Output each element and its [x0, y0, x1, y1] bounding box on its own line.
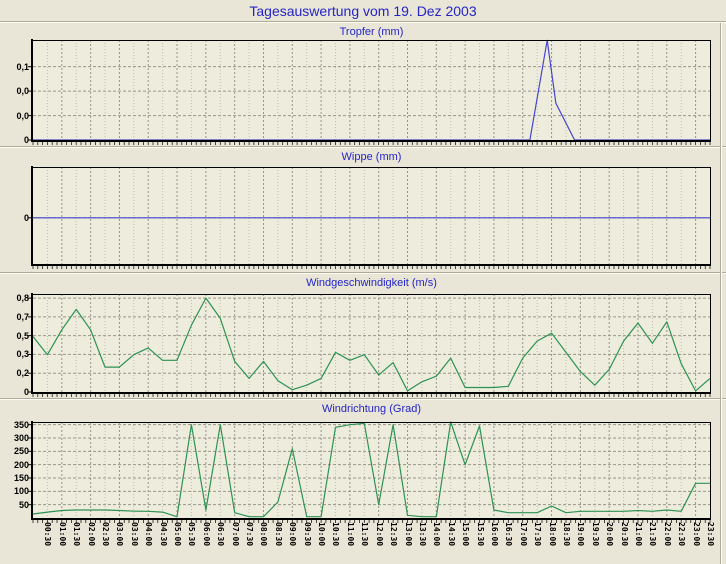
x-axis-label: 05:30 [187, 522, 197, 547]
chart-title-windrichtung: Windrichtung (Grad) [321, 403, 422, 415]
x-axis-ticks [32, 520, 711, 523]
header-divider [0, 21, 726, 23]
x-axis-label: 20:00 [605, 522, 615, 547]
x-axis-label: 20:30 [619, 522, 629, 547]
x-axis-label: 16:30 [504, 522, 514, 547]
section-divider-2 [0, 272, 726, 274]
x-axis-label: 09:00 [288, 522, 298, 547]
x-axis-label: 11:30 [360, 522, 370, 547]
x-axis-label: 04:00 [144, 522, 154, 547]
x-axis-ticks [32, 394, 711, 397]
chart-plot-windgeschwindigkeit [28, 293, 711, 397]
y-axis-label-windgeschwindigkeit: 0,5 [16, 330, 29, 341]
x-axis-label: 07:00 [230, 522, 240, 547]
series-line-windgeschwindigkeit [32, 297, 711, 392]
x-axis-label: 19:30 [590, 522, 600, 547]
x-axis-label: 12:30 [389, 522, 399, 547]
plot-background [33, 294, 710, 392]
y-axis-label-windrichtung: 200 [13, 459, 29, 470]
x-axis-label: 03:30 [129, 522, 139, 547]
x-axis-label: 12:00 [374, 522, 384, 547]
x-axis-label: 23:30 [706, 522, 715, 547]
right-edge-divider [720, 23, 722, 564]
y-axis-label-windgeschwindigkeit: 0,2 [16, 368, 29, 379]
x-axis-label: 14:00 [432, 522, 442, 547]
x-axis-label: 13:30 [417, 522, 427, 547]
x-axis-label: 00:30 [43, 522, 53, 547]
x-axis-label: 18:30 [561, 522, 571, 547]
x-axis-label: 14:30 [446, 522, 456, 547]
plot-background [33, 422, 710, 518]
y-axis-label-tropfer: 0 [23, 135, 29, 145]
x-axis-label: 07:30 [245, 522, 255, 547]
y-axis-label-windrichtung: 300 [13, 433, 29, 443]
chart-title-wippe: Wippe (mm) [341, 151, 402, 163]
x-axis-label: 05:00 [173, 522, 183, 547]
x-axis-label: 21:30 [648, 522, 658, 547]
x-axis-label: 06:00 [201, 522, 211, 547]
y-axis-label-windrichtung: 150 [13, 473, 29, 483]
section-divider-1 [0, 146, 726, 148]
y-axis-label-tropfer: 0,0 [16, 86, 29, 97]
plot-background [33, 167, 710, 264]
x-axis-label: 22:30 [677, 522, 687, 547]
y-axis-label-windrichtung: 100 [13, 486, 29, 497]
chart-plot-wippe [28, 166, 711, 269]
section-divider-3 [0, 398, 726, 400]
x-axis-label: 10:00 [317, 522, 327, 547]
x-axis-label: 15:00 [461, 522, 471, 547]
x-axis-label: 02:00 [86, 522, 96, 547]
y-axis-label-tropfer: 0,0 [16, 110, 29, 121]
x-axis-label: 19:00 [576, 522, 586, 547]
x-axis-label: 06:30 [216, 522, 226, 547]
x-axis-label: 11:00 [345, 522, 355, 547]
x-axis-label: 16:00 [489, 522, 499, 547]
x-axis-label: 17:00 [518, 522, 528, 547]
y-axis-label-tropfer: 0,1 [16, 61, 29, 72]
y-axis-label-windrichtung: 350 [13, 419, 29, 430]
x-axis-label: 01:00 [57, 522, 67, 547]
page-title: Tagesauswertung vom 19. Dez 2003 [249, 3, 477, 19]
chart-title-tropfer: Tropfer (mm) [339, 26, 404, 38]
x-axis-label: 03:00 [115, 522, 125, 547]
x-axis-label: 08:30 [273, 522, 283, 547]
y-axis-label-windgeschwindigkeit: 0,8 [16, 293, 29, 304]
x-axis-ticks [32, 142, 711, 145]
x-axis-label: 13:00 [403, 522, 413, 547]
x-axis-label: 18:00 [547, 522, 557, 547]
x-axis-label: 09:30 [302, 522, 312, 547]
y-axis-label-windgeschwindigkeit: 0,3 [16, 349, 29, 360]
x-axis-label: 15:30 [475, 522, 485, 547]
chart-plot-windrichtung [28, 421, 711, 523]
y-axis-label-windrichtung: 250 [13, 446, 29, 457]
x-axis-label: 01:30 [72, 522, 82, 547]
y-axis-label-windgeschwindigkeit: 0 [23, 387, 29, 397]
y-axis-label-windgeschwindigkeit: 0,7 [16, 311, 29, 322]
plot-background [33, 40, 710, 140]
x-axis-label: 08:00 [259, 522, 269, 547]
y-axis-label-windrichtung: 50 [18, 499, 29, 510]
series-line-windrichtung [32, 421, 710, 518]
x-axis-label: 02:30 [101, 522, 111, 547]
x-axis-label: 23:00 [691, 522, 701, 547]
chart-title-windgeschwindigkeit: Windgeschwindigkeit (m/s) [306, 277, 437, 289]
x-axis-label: 22:00 [662, 522, 672, 547]
chart-plot-tropfer [28, 39, 711, 145]
x-axis-label: 04:30 [158, 522, 168, 547]
x-axis-ticks [32, 266, 711, 269]
y-axis-label-wippe: 0 [23, 212, 29, 223]
x-axis-label: 21:00 [633, 522, 643, 547]
x-axis-label: 10:30 [331, 522, 341, 547]
x-axis-label: 17:30 [533, 522, 543, 547]
